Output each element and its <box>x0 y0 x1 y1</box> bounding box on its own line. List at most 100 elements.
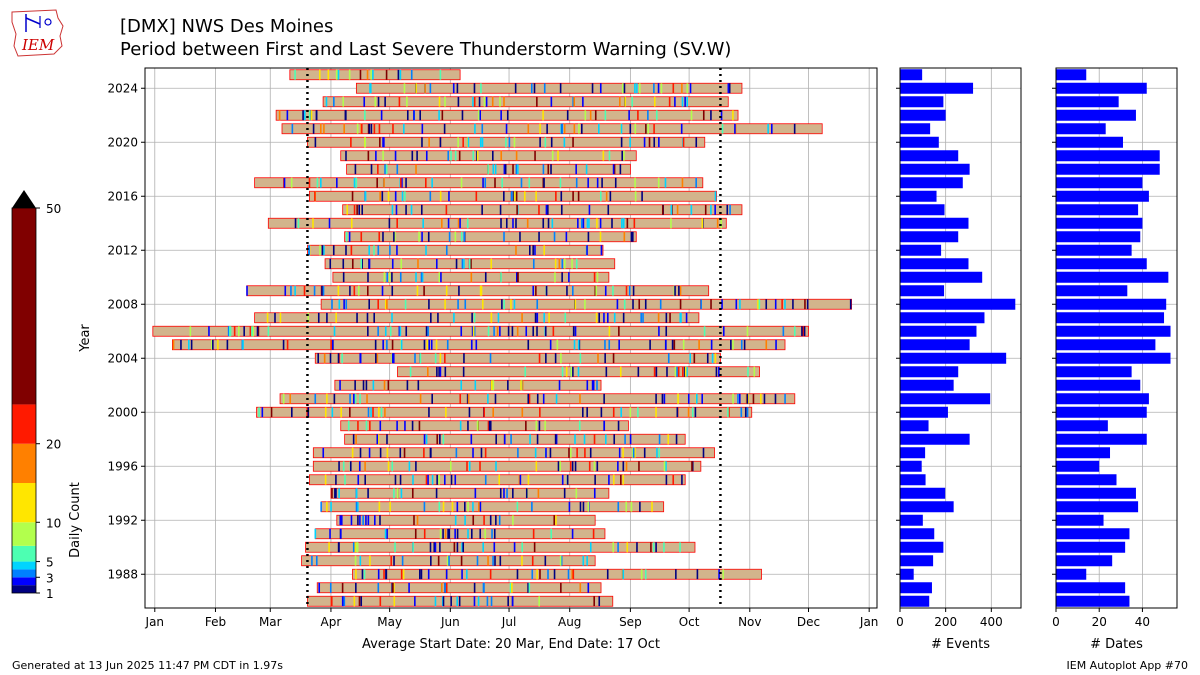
colorbar-frame <box>11 207 37 594</box>
events-histogram-bar <box>900 177 963 189</box>
events-histogram-bar <box>900 96 944 108</box>
colorbar-segment <box>12 443 36 483</box>
dates-histogram-x-tick-label: 40 <box>1135 615 1150 629</box>
events-histogram-frame <box>899 67 1022 609</box>
colorbar-tick-label: 50 <box>46 202 61 216</box>
events-histogram-bar <box>900 204 945 216</box>
colorbar-extend-arrow <box>12 190 36 208</box>
dates-histogram-x-tick-label: 20 <box>1092 615 1107 629</box>
dates-histogram-bar <box>1056 271 1169 283</box>
year-range-bar <box>246 285 710 297</box>
dates-histogram-bar <box>1056 366 1132 378</box>
y-tick-label: 2008 <box>107 297 138 311</box>
year-range-bar <box>340 420 629 432</box>
x-tick-label: Jan <box>145 615 165 629</box>
x-tick-label: Dec <box>797 615 820 629</box>
x-tick-label: Sep <box>619 615 642 629</box>
dates-histogram-bar <box>1056 514 1104 526</box>
y-tick-label: 2012 <box>107 243 138 257</box>
colorbar-tick-label: 10 <box>46 516 61 530</box>
year-range-bar <box>172 339 786 351</box>
dates-histogram-bar <box>1056 487 1136 499</box>
dates-histogram-bar <box>1056 379 1141 391</box>
events-histogram-x-tick-label: 200 <box>934 615 957 629</box>
footer-generated-text: Generated at 13 Jun 2025 11:47 PM CDT in… <box>12 659 284 672</box>
events-histogram-bar <box>900 433 970 445</box>
dates-histogram-frame <box>1055 67 1178 609</box>
dates-histogram-bar <box>1056 82 1147 94</box>
x-tick-label: Aug <box>558 615 581 629</box>
events-histogram-bar <box>900 501 954 513</box>
events-histogram-bar <box>900 231 959 243</box>
colorbar-label: Daily Count <box>68 482 83 558</box>
y-tick-label: 2004 <box>107 351 138 365</box>
colorbar-segment <box>12 561 36 570</box>
dates-histogram-bar <box>1056 285 1128 297</box>
dates-histogram-bar <box>1056 109 1136 121</box>
year-range-bar <box>322 96 729 108</box>
events-histogram-bar <box>900 82 974 94</box>
dates-histogram-bar <box>1056 393 1149 405</box>
colorbar-segment <box>12 208 36 405</box>
dates-histogram-bar <box>1056 163 1160 175</box>
dates-histogram-bar <box>1056 258 1147 270</box>
dates-histogram-bar <box>1056 69 1087 81</box>
x-tick-label: May <box>377 615 402 629</box>
dates-histogram-bar <box>1056 244 1132 256</box>
events-histogram-bar <box>900 258 969 270</box>
y-tick-label: 2024 <box>107 81 138 95</box>
events-histogram-bar <box>900 190 937 202</box>
year-range-bar <box>312 447 715 459</box>
events-histogram-bar <box>900 595 930 607</box>
dates-histogram-bar <box>1056 231 1141 243</box>
dates-histogram-bar <box>1056 204 1139 216</box>
footer-app-label: IEM Autoplot App #70 <box>1066 659 1189 672</box>
dates-histogram-bar <box>1056 177 1143 189</box>
events-histogram-bar <box>900 541 944 553</box>
year-range-bar <box>320 298 852 310</box>
dates-histogram-bar <box>1056 123 1106 135</box>
dates-histogram-bar <box>1056 96 1119 108</box>
year-range-bar <box>355 82 743 94</box>
year-range-bar <box>344 433 686 445</box>
events-histogram-bar <box>900 150 959 162</box>
dates-histogram-bar <box>1056 447 1111 459</box>
dates-histogram-bar <box>1056 298 1167 310</box>
dates-histogram-bar <box>1056 595 1130 607</box>
colorbar-segment <box>12 545 36 562</box>
x-tick-label: Apr <box>321 615 342 629</box>
year-range-bar <box>330 487 610 499</box>
events-histogram-x-tick-label: 0 <box>896 615 904 629</box>
colorbar-tick-label: 5 <box>46 556 54 570</box>
y-tick-label: 2000 <box>107 405 138 419</box>
year-range-bar <box>312 460 702 472</box>
events-histogram-bar <box>900 325 977 337</box>
events-histogram-bar <box>900 123 931 135</box>
events-histogram-bar <box>900 420 929 432</box>
colorbar-tick-label: 1 <box>46 587 54 601</box>
dates-histogram-bar <box>1056 312 1165 324</box>
events-histogram-bar <box>900 555 934 567</box>
events-histogram-bar <box>900 528 935 540</box>
x-tick-label: Feb <box>205 615 226 629</box>
year-range-bar <box>320 501 665 513</box>
colorbar-tick-label: 3 <box>46 571 54 585</box>
x-tick-label: Oct <box>679 615 700 629</box>
dates-histogram-bar <box>1056 150 1160 162</box>
events-histogram-bar <box>900 109 946 121</box>
year-range-bar <box>352 568 762 580</box>
year-range-bar <box>344 231 637 243</box>
year-range-bar <box>267 217 727 229</box>
dates-histogram-x-tick-label: 0 <box>1052 615 1060 629</box>
events-histogram-bar <box>900 568 914 580</box>
chart-title-line1: [DMX] NWS Des Moines <box>120 16 334 37</box>
y-axis-label: Year <box>78 324 93 353</box>
y-tick-label: 2020 <box>107 135 138 149</box>
events-histogram-bar <box>900 379 954 391</box>
dates-histogram-bar <box>1056 474 1117 486</box>
events-histogram-bar <box>900 352 1007 364</box>
x-tick-label: Nov <box>738 615 761 629</box>
dates-histogram-bar <box>1056 352 1171 364</box>
year-range-bar <box>289 69 461 81</box>
year-range-bar <box>316 582 602 594</box>
